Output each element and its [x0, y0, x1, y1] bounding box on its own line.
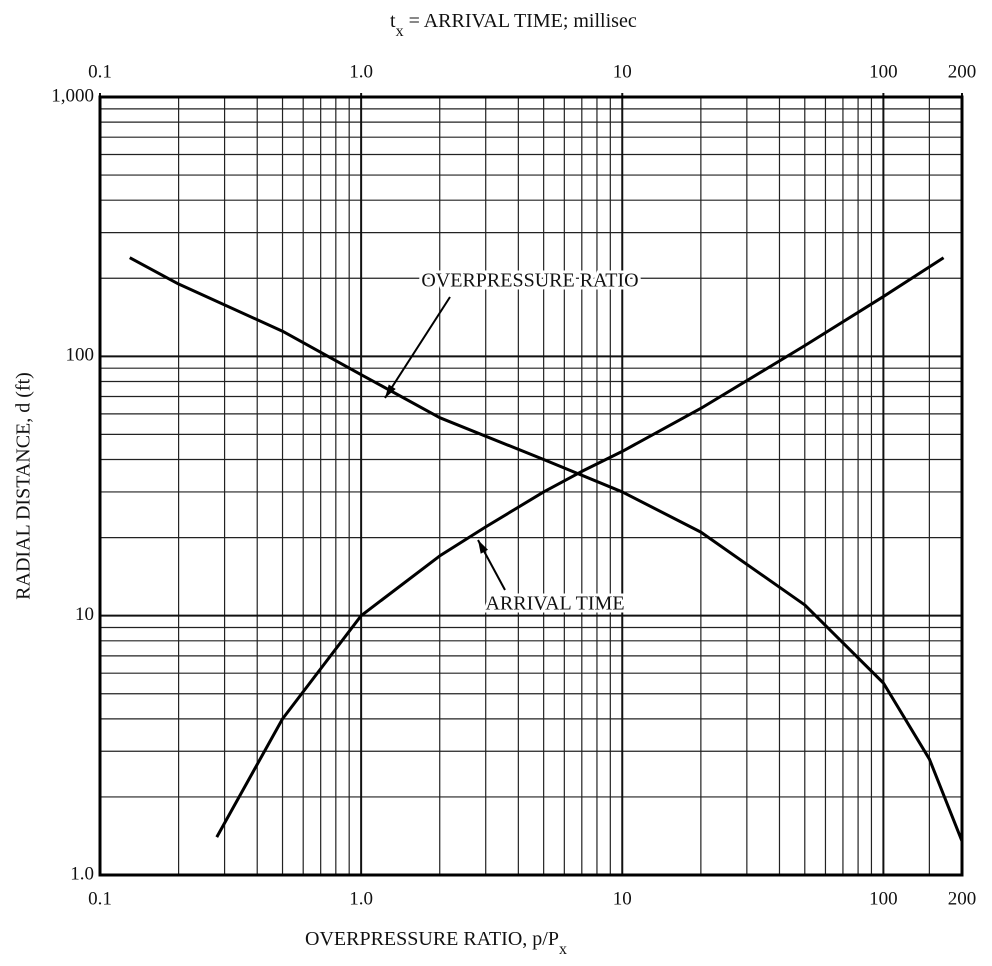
y-tick-label: 10	[75, 604, 94, 625]
x-tick-label: 10	[613, 888, 632, 909]
y-tick-label: 100	[66, 345, 95, 366]
x-axis-label: OVERPRESSURE RATIO, p/Px	[305, 928, 567, 958]
line-series	[215, 256, 945, 838]
annotation-arrow	[384, 296, 451, 399]
x2-tick-label: 1.0	[349, 61, 373, 82]
annotation: OVERPRESSURE RATIO	[421, 270, 638, 292]
top-axis-label: tx = ARRIVAL TIME; millisec	[390, 10, 637, 40]
y-axis-label: RADIAL DISTANCE, d (ft)	[13, 372, 35, 600]
x-tick-label: 100	[869, 888, 898, 909]
y-tick-label: 1,000	[51, 85, 94, 106]
x-tick-label: 1.0	[349, 888, 373, 909]
plot-frame	[98, 95, 964, 877]
x2-tick-label: 200	[948, 61, 977, 82]
x2-tick-label: 0.1	[88, 61, 112, 82]
x2-tick-label: 10	[613, 61, 632, 82]
line-series	[129, 256, 964, 842]
annotation: ARRIVAL TIME	[485, 593, 624, 615]
arrow-head	[385, 384, 396, 398]
x-tick-label: 0.1	[88, 888, 112, 909]
arrow-head	[478, 540, 488, 554]
y-tick-label: 1.0	[70, 863, 94, 884]
x-tick-label: 200	[948, 888, 977, 909]
x2-tick-label: 100	[869, 61, 898, 82]
